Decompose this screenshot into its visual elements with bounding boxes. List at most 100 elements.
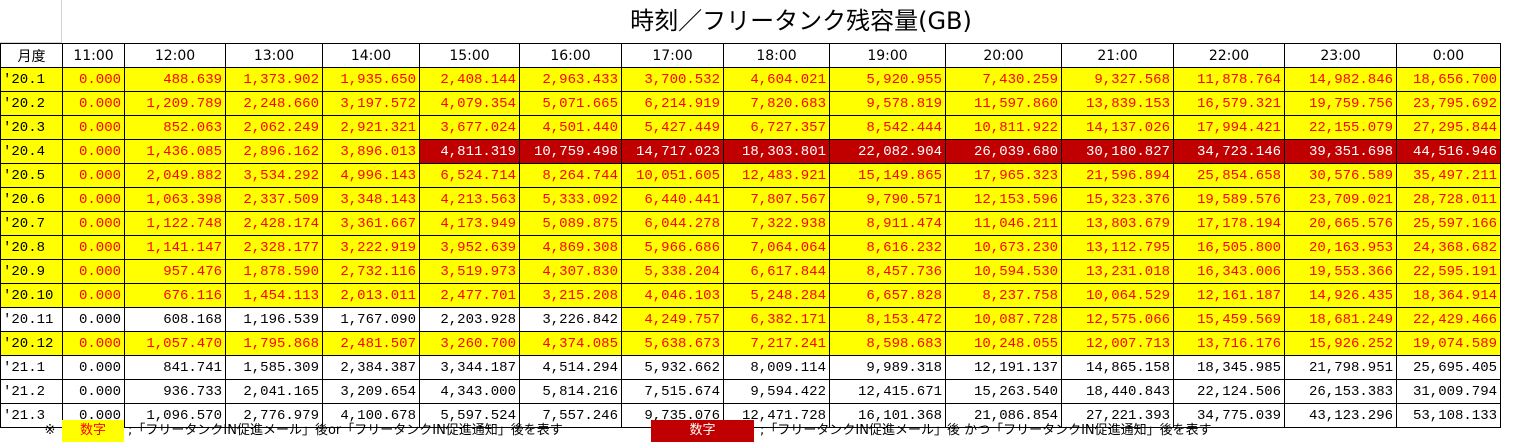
value-cell[interactable]: 8,153.472	[829, 307, 946, 332]
value-cell[interactable]: 23,709.021	[1284, 187, 1397, 212]
value-cell[interactable]: 8,457.736	[829, 259, 946, 284]
value-cell[interactable]: 25,854.658	[1173, 163, 1285, 188]
value-cell[interactable]: 11,597.860	[945, 91, 1062, 116]
value-cell[interactable]: 5,814.216	[519, 379, 622, 404]
value-cell[interactable]: 6,657.828	[829, 283, 946, 308]
value-cell[interactable]: 8,237.758	[945, 283, 1062, 308]
month-cell[interactable]: '20.2	[0, 91, 63, 116]
hour-header[interactable]: 23:00	[1284, 43, 1397, 68]
value-cell[interactable]: 7,064.064	[723, 235, 830, 260]
value-cell[interactable]: 1,436.085	[124, 139, 226, 164]
value-cell[interactable]: 21,086.854	[945, 403, 1062, 428]
value-cell[interactable]: 20,163.953	[1284, 235, 1397, 260]
hour-header[interactable]: 20:00	[945, 43, 1062, 68]
value-cell[interactable]: 0.000	[62, 211, 125, 236]
value-cell[interactable]: 25,695.405	[1396, 355, 1501, 380]
value-cell[interactable]: 957.476	[124, 259, 226, 284]
value-cell[interactable]: 0.000	[62, 331, 125, 356]
value-cell[interactable]: 53,108.133	[1396, 403, 1501, 428]
title-gutter-cell[interactable]	[0, 0, 62, 43]
value-cell[interactable]: 0.000	[62, 163, 125, 188]
value-cell[interactable]: 841.741	[124, 355, 226, 380]
value-cell[interactable]: 2,062.249	[225, 115, 323, 140]
value-cell[interactable]: 5,089.875	[519, 211, 622, 236]
value-cell[interactable]: 7,557.246	[519, 403, 622, 428]
value-cell[interactable]: 19,759.756	[1284, 91, 1397, 116]
value-cell[interactable]: 16,579.321	[1173, 91, 1285, 116]
value-cell[interactable]: 22,124.506	[1173, 379, 1285, 404]
hour-header[interactable]: 17:00	[621, 43, 724, 68]
value-cell[interactable]: 9,594.422	[723, 379, 830, 404]
value-cell[interactable]: 10,594.530	[945, 259, 1062, 284]
hour-header[interactable]: 15:00	[419, 43, 520, 68]
value-cell[interactable]: 3,344.187	[419, 355, 520, 380]
value-cell[interactable]: 1,122.748	[124, 211, 226, 236]
value-cell[interactable]: 3,700.532	[621, 67, 724, 92]
value-cell[interactable]: 16,505.800	[1173, 235, 1285, 260]
value-cell[interactable]: 15,149.865	[829, 163, 946, 188]
value-cell[interactable]: 1,196.539	[225, 307, 323, 332]
value-cell[interactable]: 2,896.162	[225, 139, 323, 164]
month-cell[interactable]: '21.1	[0, 355, 63, 380]
value-cell[interactable]: 16,101.368	[829, 403, 946, 428]
value-cell[interactable]: 12,153.596	[945, 187, 1062, 212]
value-cell[interactable]: 4,604.021	[723, 67, 830, 92]
value-cell[interactable]: 44,516.946	[1396, 139, 1501, 164]
value-cell[interactable]: 4,307.830	[519, 259, 622, 284]
value-cell[interactable]: 10,248.055	[945, 331, 1062, 356]
month-cell[interactable]: '20.4	[0, 139, 63, 164]
value-cell[interactable]: 488.639	[124, 67, 226, 92]
value-cell[interactable]: 6,617.844	[723, 259, 830, 284]
value-cell[interactable]: 5,638.673	[621, 331, 724, 356]
value-cell[interactable]: 0.000	[62, 67, 125, 92]
value-cell[interactable]: 16,343.006	[1173, 259, 1285, 284]
month-header[interactable]: 月度	[0, 43, 63, 68]
value-cell[interactable]: 4,343.000	[419, 379, 520, 404]
value-cell[interactable]: 1,063.398	[124, 187, 226, 212]
value-cell[interactable]: 5,338.204	[621, 259, 724, 284]
value-cell[interactable]: 2,481.507	[322, 331, 420, 356]
value-cell[interactable]: 27,221.393	[1061, 403, 1174, 428]
value-cell[interactable]: 6,727.357	[723, 115, 830, 140]
value-cell[interactable]: 4,046.103	[621, 283, 724, 308]
value-cell[interactable]: 2,408.144	[419, 67, 520, 92]
value-cell[interactable]: 0.000	[62, 379, 125, 404]
value-cell[interactable]: 3,519.973	[419, 259, 520, 284]
value-cell[interactable]: 10,064.529	[1061, 283, 1174, 308]
value-cell[interactable]: 12,415.671	[829, 379, 946, 404]
value-cell[interactable]: 3,197.572	[322, 91, 420, 116]
value-cell[interactable]: 13,716.176	[1173, 331, 1285, 356]
value-cell[interactable]: 6,382.171	[723, 307, 830, 332]
value-cell[interactable]: 28,728.011	[1396, 187, 1501, 212]
value-cell[interactable]: 7,430.259	[945, 67, 1062, 92]
value-cell[interactable]: 21,798.951	[1284, 355, 1397, 380]
value-cell[interactable]: 4,079.354	[419, 91, 520, 116]
value-cell[interactable]: 1,767.090	[322, 307, 420, 332]
value-cell[interactable]: 2,477.701	[419, 283, 520, 308]
value-cell[interactable]: 8,264.744	[519, 163, 622, 188]
value-cell[interactable]: 3,226.842	[519, 307, 622, 332]
value-cell[interactable]: 12,007.713	[1061, 331, 1174, 356]
value-cell[interactable]: 17,178.194	[1173, 211, 1285, 236]
value-cell[interactable]: 0.000	[62, 187, 125, 212]
month-cell[interactable]: '20.5	[0, 163, 63, 188]
value-cell[interactable]: 19,553.366	[1284, 259, 1397, 284]
value-cell[interactable]: 18,440.843	[1061, 379, 1174, 404]
value-cell[interactable]: 27,295.844	[1396, 115, 1501, 140]
value-cell[interactable]: 3,534.292	[225, 163, 323, 188]
value-cell[interactable]: 7,217.241	[723, 331, 830, 356]
value-cell[interactable]: 13,112.795	[1061, 235, 1174, 260]
value-cell[interactable]: 3,348.143	[322, 187, 420, 212]
value-cell[interactable]: 35,497.211	[1396, 163, 1501, 188]
month-cell[interactable]: '20.10	[0, 283, 63, 308]
value-cell[interactable]: 17,994.421	[1173, 115, 1285, 140]
value-cell[interactable]: 4,249.757	[621, 307, 724, 332]
value-cell[interactable]: 0.000	[62, 259, 125, 284]
hour-header[interactable]: 18:00	[723, 43, 830, 68]
value-cell[interactable]: 3,215.208	[519, 283, 622, 308]
value-cell[interactable]: 1,209.789	[124, 91, 226, 116]
value-cell[interactable]: 26,153.383	[1284, 379, 1397, 404]
value-cell[interactable]: 14,982.846	[1284, 67, 1397, 92]
value-cell[interactable]: 2,776.979	[225, 403, 323, 428]
value-cell[interactable]: 8,598.683	[829, 331, 946, 356]
